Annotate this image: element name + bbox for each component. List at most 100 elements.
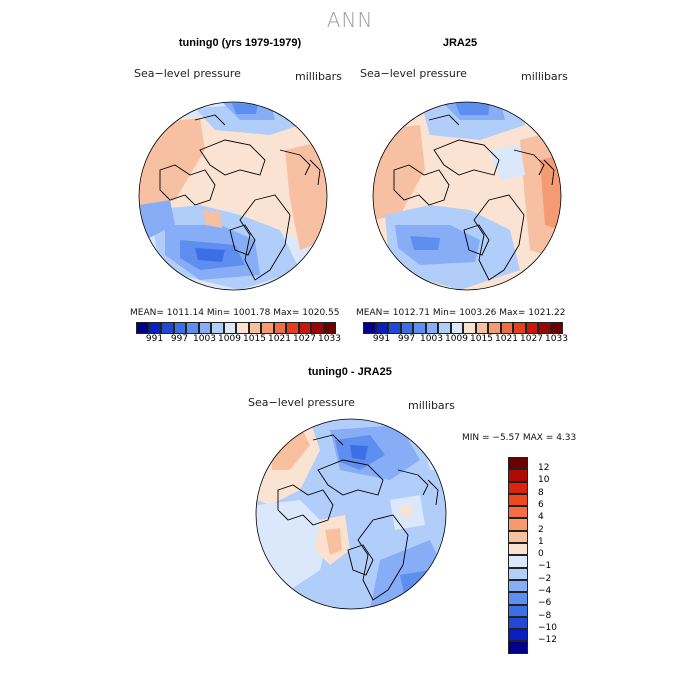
colorbar-swatch — [173, 322, 186, 334]
colorbar-swatch — [186, 322, 199, 334]
colorbar-tick-label: 1027 — [520, 334, 543, 344]
panel-3-contour-field — [256, 419, 446, 609]
colorbar-swatch — [513, 322, 526, 334]
panel-1-stats: MEAN= 1011.14 Min= 1001.78 Max= 1020.55 — [130, 308, 340, 318]
panel-2-coastlines — [393, 114, 555, 281]
panel-2-title: JRA25 — [442, 37, 478, 49]
colorbar-tick-label: 0 — [538, 549, 544, 560]
colorbar-tick-label: 1009 — [445, 334, 468, 344]
panel-2-colorbar-swatches — [363, 322, 569, 334]
colorbar-swatch — [500, 322, 513, 334]
colorbar-swatch — [388, 322, 401, 334]
colorbar-tick-label: 1021 — [495, 334, 518, 344]
colorbar-tick-label: 1027 — [293, 334, 316, 344]
colorbar-swatch — [375, 322, 388, 334]
colorbar-tick-label: 6 — [538, 499, 544, 510]
colorbar-swatch — [363, 322, 376, 334]
panel-2-colorbar: 991 997 1003 1009 1015 1021 1027 1033 — [363, 322, 569, 344]
colorbar-tick-label: −2 — [538, 573, 552, 584]
panel-2-contour-field — [373, 102, 561, 290]
panel-3-stats: MIN = −5.57 MAX = 4.33 — [462, 433, 577, 443]
colorbar-swatch — [508, 493, 528, 507]
colorbar-swatch — [438, 322, 451, 334]
panel-3-coastlines — [277, 434, 439, 601]
colorbar-tick-label: 2 — [538, 524, 544, 535]
colorbar-swatch — [508, 543, 528, 556]
panel-1-colorbar: 991 997 1003 1009 1015 1021 1027 1033 — [136, 322, 342, 344]
colorbar-swatch — [236, 322, 249, 334]
colorbar-swatch — [508, 555, 528, 568]
colorbar-swatch — [198, 322, 211, 334]
colorbar-swatch — [261, 322, 274, 334]
colorbar-swatch — [475, 322, 488, 334]
panel-1-field-label: Sea−level pressure — [134, 67, 241, 80]
colorbar-tick-label: 991 — [145, 334, 164, 344]
colorbar-swatch — [161, 322, 174, 334]
colorbar-tick-label: 1003 — [420, 334, 443, 344]
colorbar-swatch — [311, 322, 324, 334]
colorbar-swatch — [248, 322, 261, 334]
colorbar-tick-label: 1021 — [268, 334, 291, 344]
colorbar-tick-label: 1015 — [243, 334, 266, 344]
colorbar-tick-label: 1033 — [318, 334, 341, 344]
colorbar-tick-label: 4 — [538, 512, 544, 523]
colorbar-tick-label: −1 — [538, 561, 552, 572]
colorbar-swatch — [508, 629, 528, 642]
colorbar-tick-label: 997 — [170, 334, 189, 344]
colorbar-tick-label: 1033 — [545, 334, 568, 344]
colorbar-tick-label: 1003 — [193, 334, 216, 344]
panel-3-units: millibars — [408, 399, 455, 412]
colorbar-swatch — [273, 322, 286, 334]
colorbar-tick-label: 12 — [538, 463, 550, 473]
panel-1-colorbar-labels: 991 997 1003 1009 1015 1021 1027 1033 — [142, 334, 342, 344]
colorbar-tick-label: 991 — [372, 334, 391, 344]
figure-title: ANN — [326, 8, 374, 32]
panel-1-coastlines — [159, 114, 321, 281]
panel-3-colorbar-swatches — [508, 457, 528, 654]
colorbar-swatch — [508, 616, 528, 630]
colorbar-swatch — [323, 322, 336, 334]
colorbar-swatch — [508, 641, 528, 654]
colorbar-swatch — [463, 322, 476, 334]
colorbar-swatch — [508, 579, 528, 593]
colorbar-swatch — [136, 322, 149, 334]
colorbar-swatch — [223, 322, 236, 334]
panel-2-field-label: Sea−level pressure — [360, 67, 467, 80]
panel-3-title: tuning0 - JRA25 — [308, 366, 392, 378]
colorbar-tick-label: −6 — [538, 598, 552, 609]
colorbar-tick-label: 1009 — [218, 334, 241, 344]
colorbar-tick-label: −10 — [538, 622, 557, 633]
colorbar-swatch — [508, 469, 528, 482]
panel-2-stats: MEAN= 1012.71 Min= 1003.26 Max= 1021.22 — [356, 308, 566, 318]
colorbar-tick-label: 1015 — [470, 334, 493, 344]
colorbar-swatch — [508, 506, 528, 519]
colorbar-swatch — [508, 457, 528, 470]
colorbar-tick-label: −4 — [538, 586, 552, 596]
panel-3-field-label: Sea−level pressure — [248, 396, 355, 409]
colorbar-swatch — [413, 322, 426, 334]
colorbar-swatch — [425, 322, 438, 334]
panel-2-colorbar-labels: 991 997 1003 1009 1015 1021 1027 1033 — [369, 334, 569, 344]
colorbar-swatch — [450, 322, 463, 334]
colorbar-swatch — [148, 322, 161, 334]
colorbar-swatch — [508, 530, 528, 544]
colorbar-swatch — [508, 481, 528, 494]
panel-1-colorbar-swatches — [136, 322, 342, 334]
colorbar-swatch — [508, 604, 528, 617]
colorbar-tick-label: 10 — [538, 475, 550, 486]
colorbar-swatch — [488, 322, 501, 334]
colorbar-tick-label: −8 — [538, 610, 552, 621]
colorbar-swatch — [508, 518, 528, 531]
colorbar-swatch — [538, 322, 551, 334]
colorbar-swatch — [298, 322, 311, 334]
colorbar-swatch — [508, 592, 528, 605]
colorbar-tick-label: −12 — [538, 635, 557, 646]
colorbar-swatch — [286, 322, 299, 334]
colorbar-swatch — [211, 322, 224, 334]
colorbar-tick-label: 8 — [538, 487, 544, 498]
panel-1-title: tuning0 (yrs 1979-1979) — [178, 37, 302, 49]
colorbar-swatch — [550, 322, 563, 334]
